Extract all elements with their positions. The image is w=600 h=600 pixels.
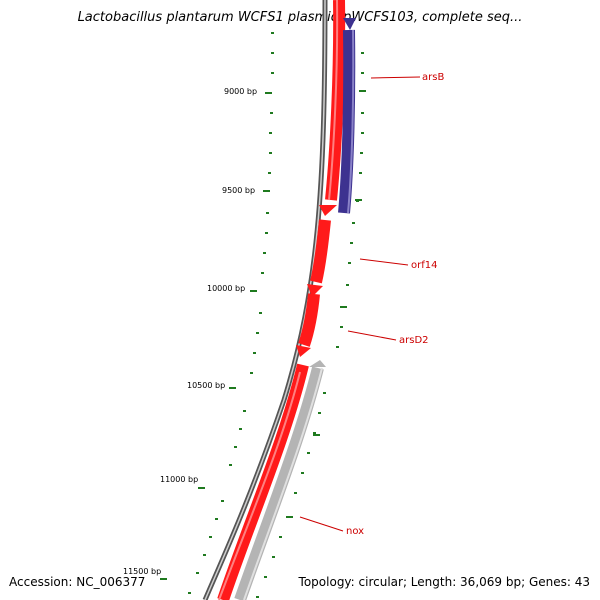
accession-text: Accession: NC_006377: [9, 575, 146, 589]
minor-tick: [294, 492, 297, 494]
major-tick: [313, 434, 320, 436]
minor-tick: [221, 500, 224, 502]
minor-tick: [360, 152, 363, 154]
minor-tick: [271, 52, 274, 54]
gene-label-arsD2: arsD2: [399, 335, 429, 346]
minor-tick: [253, 352, 256, 354]
gene-arrow-nox[interactable]: [234, 366, 324, 600]
backbone-inner-line: [204, 0, 326, 600]
gene-label-orf14: orf14: [411, 260, 437, 271]
gene-arrowhead-arsB: [343, 18, 356, 30]
minor-tick: [250, 372, 253, 374]
major-tick: [160, 578, 167, 580]
minor-tick: [243, 410, 246, 412]
minor-tick: [261, 272, 264, 274]
gene-label-arsB: arsB: [422, 72, 444, 83]
gene-arrow-orf14[interactable]: [310, 219, 331, 284]
minor-tick: [359, 172, 362, 174]
bp-tick-label-9500: 9500 bp: [222, 186, 255, 195]
gene-arrow-forward-top[interactable]: [325, 0, 346, 201]
gene-arrowhead-arsD2: [296, 345, 311, 357]
major-tick: [359, 90, 366, 92]
topology-summary-text: Topology: circular; Length: 36,069 bp; G…: [298, 575, 590, 589]
gene-arrow-arsD2[interactable]: [298, 293, 320, 347]
gene-highlight-arsB: [347, 29, 355, 214]
minor-tick: [350, 242, 353, 244]
backbone-outer-line: [202, 0, 328, 600]
minor-tick: [229, 464, 232, 466]
minor-tick: [271, 72, 274, 74]
minor-tick: [256, 596, 259, 598]
minor-tick: [188, 592, 191, 594]
major-tick: [198, 487, 205, 489]
gene-highlight-forward-top: [328, 0, 339, 201]
minor-tick: [307, 452, 310, 454]
minor-tick: [323, 392, 326, 394]
minor-tick: [301, 472, 304, 474]
map-title: Lactobacillus plantarum WCFS1 plasmid pW…: [77, 10, 523, 25]
minor-tick: [269, 132, 272, 134]
minor-tick: [348, 262, 351, 264]
gene-arrowhead-forward-top: [319, 205, 337, 216]
major-tick: [265, 92, 272, 94]
minor-tick: [239, 428, 242, 430]
bp-tick-label-11000: 11000 bp: [160, 475, 198, 484]
bp-tick-label-10500: 10500 bp: [187, 381, 225, 390]
minor-tick: [264, 576, 267, 578]
minor-tick: [271, 32, 274, 34]
gene-label-group-nox[interactable]: nox: [299, 516, 364, 537]
gene-highlight-forward-bottom: [218, 371, 301, 600]
major-tick: [340, 306, 347, 308]
gene-highlight-nox: [243, 367, 323, 600]
minor-tick: [313, 432, 316, 434]
gene-arrowhead-nox: [309, 360, 326, 367]
major-tick: [229, 387, 236, 389]
minor-tick: [340, 326, 343, 328]
minor-tick: [266, 212, 269, 214]
minor-tick: [336, 346, 339, 348]
minor-tick: [318, 412, 321, 414]
major-tick: [250, 290, 257, 292]
bp-tick-label-9000: 9000 bp: [224, 87, 257, 96]
minor-tick: [361, 72, 364, 74]
minor-tick: [346, 284, 349, 286]
minor-tick: [279, 536, 282, 538]
minor-tick: [259, 312, 262, 314]
major-tick-marks: [160, 90, 366, 580]
minor-tick: [256, 332, 259, 334]
major-tick: [263, 190, 270, 192]
gene-label-group-orf14[interactable]: orf14: [359, 258, 437, 271]
minor-tick: [270, 112, 273, 114]
minor-tick: [234, 446, 237, 448]
bp-tick-label-11500: 11500 bp: [123, 567, 161, 576]
minor-tick: [263, 252, 266, 254]
minor-tick: [209, 536, 212, 538]
minor-tick: [268, 172, 271, 174]
gene-label-nox: nox: [346, 526, 364, 537]
minor-tick: [361, 132, 364, 134]
minor-tick: [272, 556, 275, 558]
major-tick: [286, 516, 293, 518]
minor-tick: [269, 152, 272, 154]
minor-tick: [361, 112, 364, 114]
gene-arrow-forward-bottom[interactable]: [217, 363, 309, 600]
minor-tick: [352, 222, 355, 224]
gene-label-group-arsD2[interactable]: arsD2: [347, 330, 429, 346]
minor-tick: [215, 518, 218, 520]
gene-label-group-arsB[interactable]: arsB: [370, 72, 444, 83]
major-tick: [355, 199, 362, 201]
gene-arrow-arsB[interactable]: [338, 29, 356, 214]
minor-tick: [196, 572, 199, 574]
minor-tick: [361, 52, 364, 54]
minor-tick: [265, 232, 268, 234]
bp-tick-label-10000: 10000 bp: [207, 284, 245, 293]
minor-tick: [203, 554, 206, 556]
